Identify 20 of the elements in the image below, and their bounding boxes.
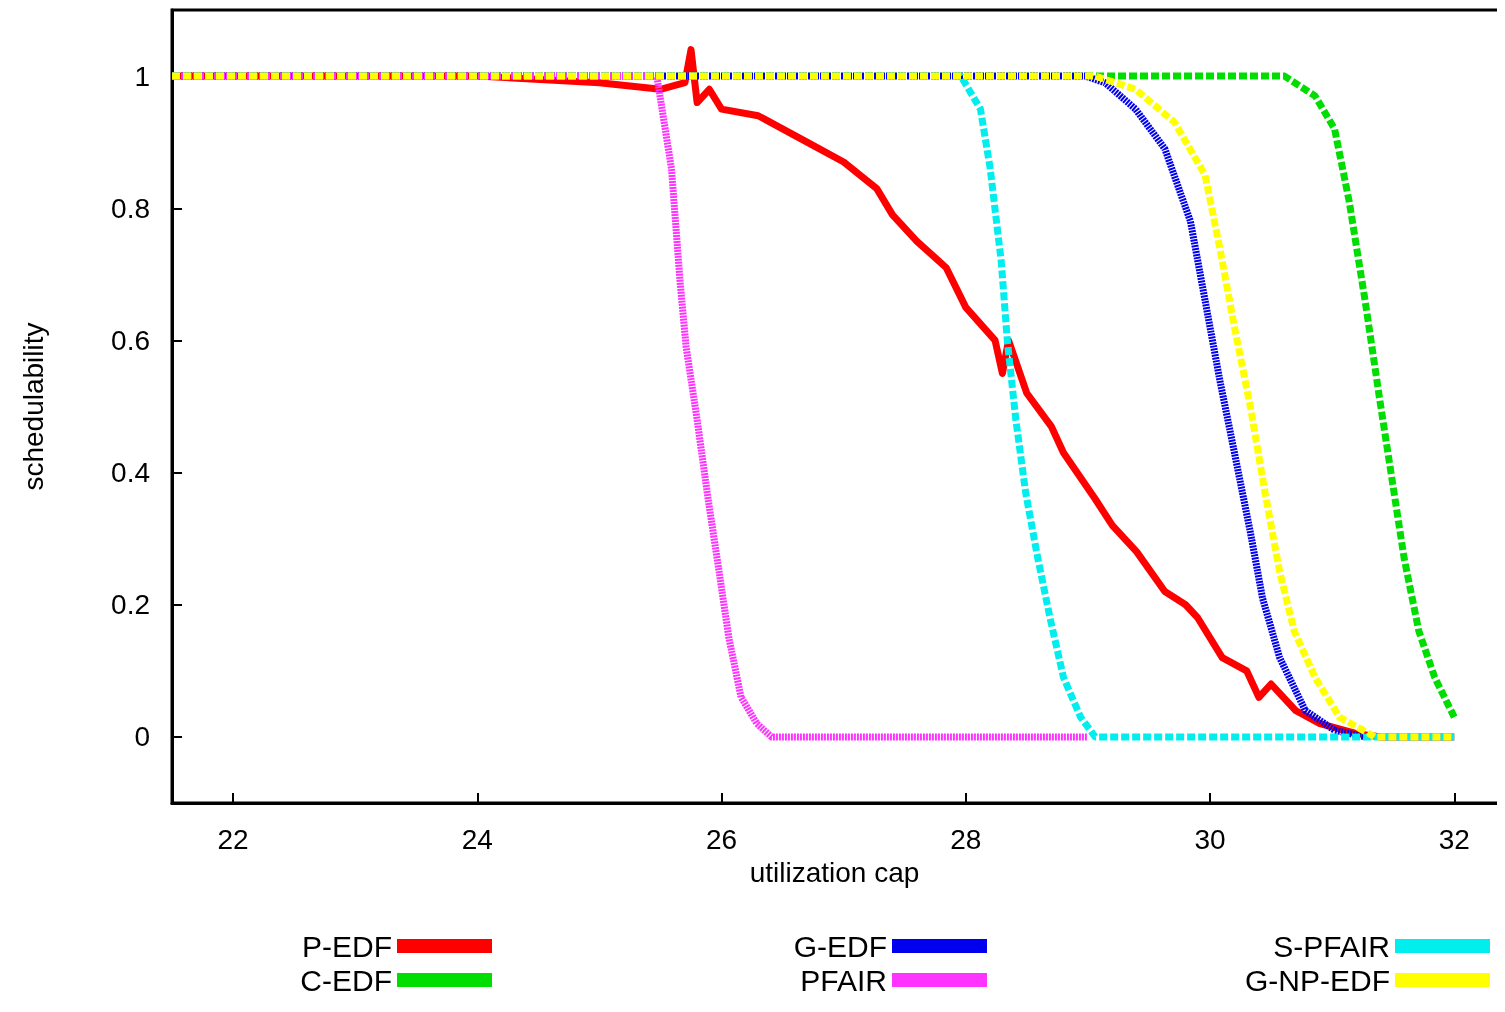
legend-label: G-NP-EDF [1245,963,1390,997]
legend-label: C-EDF [300,963,392,997]
x-tick-label: 22 [217,823,249,855]
legend-label: G-EDF [793,929,887,963]
y-tick-label: 0 [134,721,150,753]
x-tick-label: 24 [461,823,493,855]
legend-label: S-PFAIR [1273,929,1390,963]
y-tick-label: 0.2 [111,589,150,621]
x-axis-title: utilization cap [749,856,920,888]
x-tick-label: 32 [1438,823,1470,855]
y-tick-label: 0.4 [111,457,150,489]
y-tick-label: 0.6 [111,324,150,356]
x-tick-label: 28 [950,823,982,855]
x-tick-label: 26 [705,823,738,855]
x-tick-label: 30 [1194,823,1226,855]
legend-label: PFAIR [800,963,887,997]
y-tick-label: 1 [134,60,150,92]
y-axis-title: schedulability [17,322,49,491]
legend-label: P-EDF [302,929,392,963]
y-tick-label: 0.8 [111,192,150,224]
